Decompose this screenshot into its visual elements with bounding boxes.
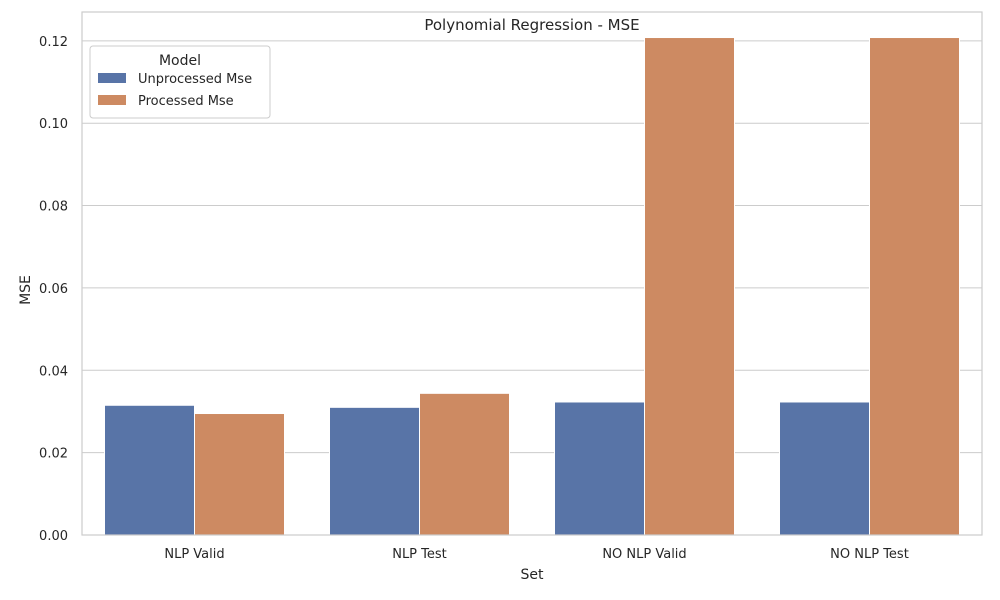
y-tick-label: 0.06 xyxy=(39,282,68,297)
x-tick-label: NO NLP Valid xyxy=(602,547,686,562)
chart-title: Polynomial Regression - MSE xyxy=(424,16,639,34)
bar-processed-mse xyxy=(869,37,960,536)
legend-swatch xyxy=(98,73,126,83)
legend-label: Processed Mse xyxy=(138,94,234,109)
y-tick-label: 0.00 xyxy=(39,529,68,544)
plot-frame xyxy=(81,11,983,536)
y-tick-label: 0.12 xyxy=(39,35,68,50)
legend-frame xyxy=(89,45,271,119)
legend: Model Unprocessed Mse Processed Mse xyxy=(89,45,271,119)
x-tick-label: NLP Test xyxy=(392,547,447,562)
legend-swatch xyxy=(98,95,126,105)
x-axis-ticks: NLP Valid NLP Test NO NLP Valid NO NLP Test xyxy=(164,547,908,562)
bar-processed-mse xyxy=(194,413,285,536)
x-axis-label: Set xyxy=(521,567,545,583)
y-tick-label: 0.08 xyxy=(39,200,68,215)
bars xyxy=(104,37,960,536)
y-axis-label: MSE xyxy=(18,275,34,305)
bar-unprocessed-mse xyxy=(779,401,870,536)
bar-unprocessed-mse xyxy=(104,404,195,536)
bar-unprocessed-mse xyxy=(329,406,420,536)
legend-title: Model xyxy=(159,53,201,69)
legend-label: Unprocessed Mse xyxy=(138,72,252,87)
y-tick-label: 0.04 xyxy=(39,364,68,379)
y-tick-label: 0.10 xyxy=(39,117,68,132)
x-tick-label: NLP Valid xyxy=(164,547,224,562)
x-tick-label: NO NLP Test xyxy=(830,547,909,562)
y-tick-label: 0.02 xyxy=(39,447,68,462)
y-axis-ticks: 0.00 0.02 0.04 0.06 0.08 0.10 0.12 xyxy=(39,35,68,544)
bar-unprocessed-mse xyxy=(554,401,645,536)
bar-processed-mse xyxy=(644,37,735,536)
bar-processed-mse xyxy=(419,392,510,536)
